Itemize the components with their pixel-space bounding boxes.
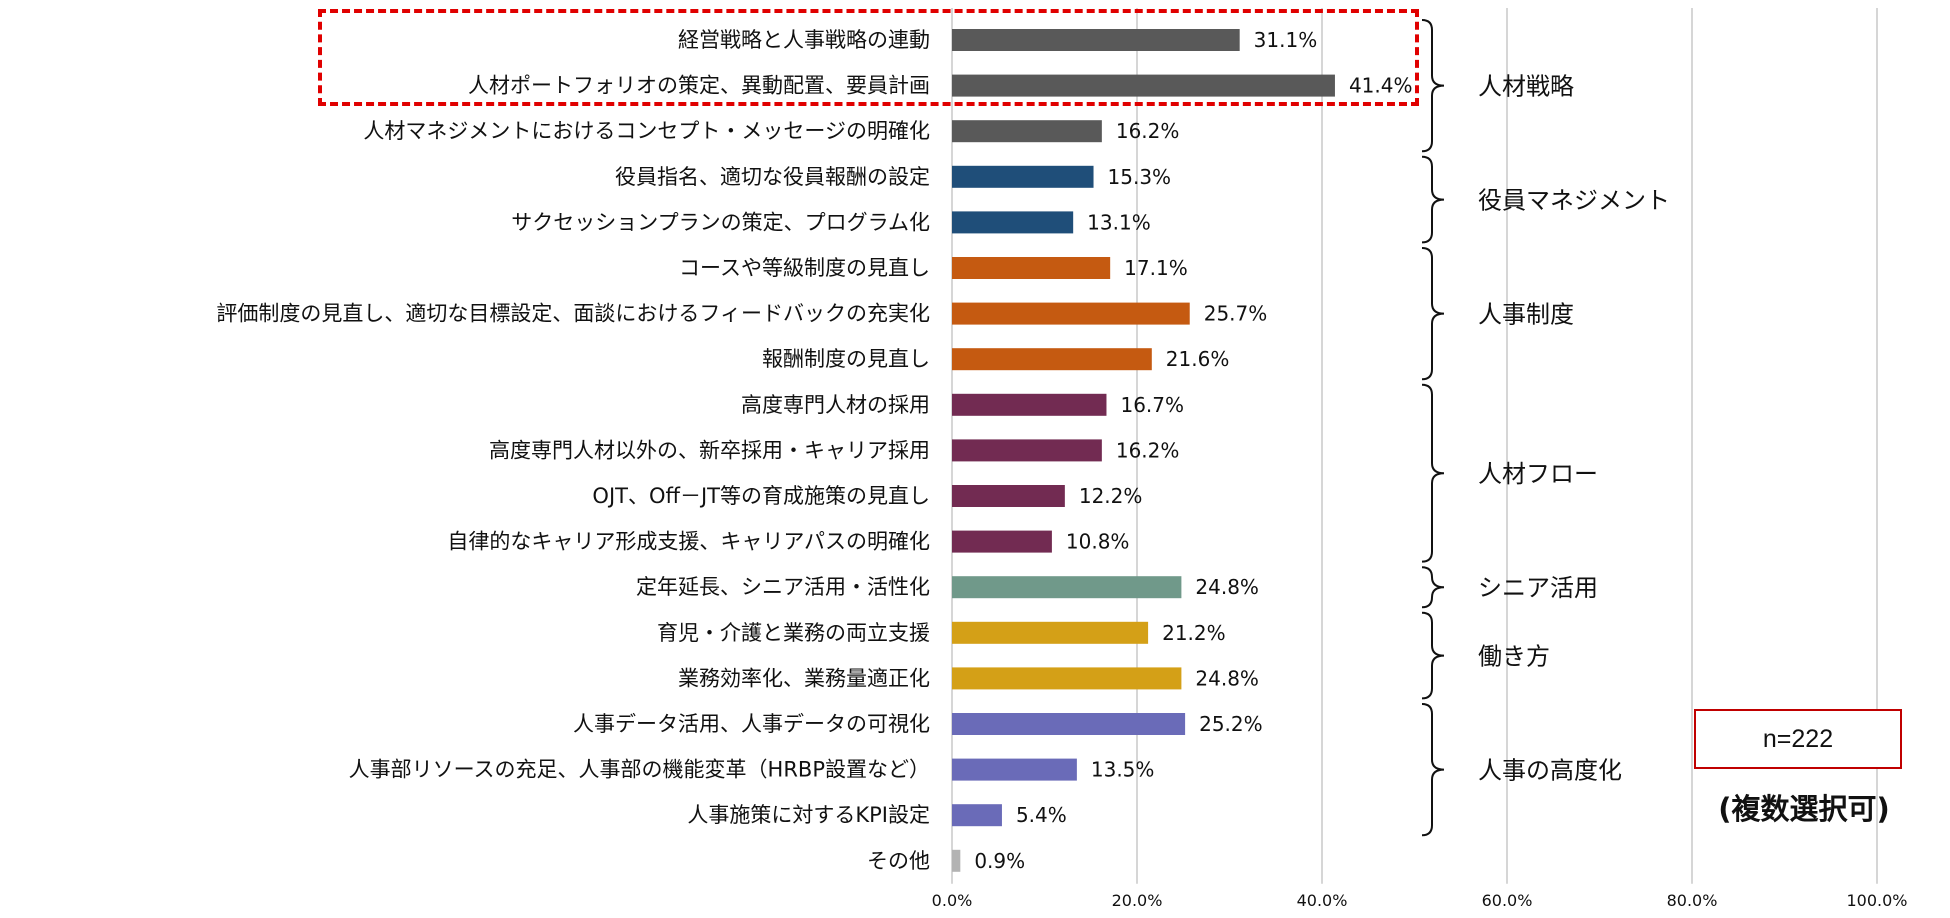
sample-size-box: n=222 [1694, 709, 1902, 769]
bar [952, 211, 1074, 234]
value-label: 21.2% [1162, 621, 1226, 645]
group-label: 役員マネジメント [1478, 187, 1670, 215]
bar [952, 485, 1065, 507]
group-label: 働き方 [1478, 643, 1550, 671]
category-label: 定年延長、シニア活用・活性化 [636, 575, 930, 599]
category-label: OJT、Off－JT等の育成施策の見直し [592, 484, 930, 508]
bar [952, 348, 1152, 371]
group-brace [1421, 19, 1445, 153]
value-label: 17.1% [1124, 256, 1188, 280]
value-label: 41.4% [1349, 74, 1413, 98]
category-label: 業務効率化、業務量適正化 [678, 666, 930, 690]
category-label: 人材マネジメントにおけるコンセプト・メッセージの明確化 [363, 119, 930, 143]
category-label: 評価制度の見直し、適切な目標設定、面談におけるフィードバックの充実化 [216, 302, 930, 326]
multiple-choice-note: (複数選択可) [1718, 792, 1890, 826]
value-label: 16.2% [1116, 438, 1180, 462]
value-label: 25.2% [1199, 712, 1263, 736]
bar [952, 804, 1002, 827]
category-label: 役員指名、適切な役員報酬の設定 [615, 165, 930, 189]
bar [952, 576, 1182, 599]
bar [952, 713, 1186, 735]
x-tick-label: 40.0% [1297, 891, 1348, 910]
group-brace [1421, 155, 1445, 244]
group-brace [1421, 611, 1445, 700]
bar [952, 439, 1102, 462]
value-label: 16.7% [1120, 393, 1184, 417]
x-tick-label: 100.0% [1846, 891, 1907, 910]
bar [952, 165, 1094, 188]
value-label: 31.1% [1254, 28, 1318, 52]
group-brace [1421, 247, 1445, 381]
x-tick-label: 60.0% [1482, 891, 1533, 910]
category-label: 育児・介護と業務の両立支援 [657, 621, 930, 645]
value-label: 24.8% [1195, 575, 1259, 599]
bar [952, 393, 1107, 416]
value-label: 0.9% [974, 849, 1025, 873]
bars [952, 29, 1335, 872]
category-label: その他 [867, 849, 930, 873]
value-labels: 31.1% 41.4% 16.2% 15.3% 13.1% 17.1% 25.7% 21.6%… [974, 28, 1412, 873]
category-labels: 経営戦略と人事戦略の連動人材ポートフォリオの策定、異動配置、要員計画人材マネジメ… [216, 28, 930, 873]
category-label: 人事施策に対するKPI設定 [687, 803, 930, 827]
value-label: 24.8% [1195, 666, 1259, 690]
gridlines [951, 8, 1878, 884]
category-label: 高度専門人材の採用 [741, 393, 930, 417]
category-label: 人材ポートフォリオの策定、異動配置、要員計画 [468, 74, 930, 98]
value-label: 13.5% [1091, 758, 1155, 782]
group-brace [1421, 566, 1445, 609]
bar [952, 29, 1240, 51]
category-label: 自律的なキャリア形成支援、キャリアパスの明確化 [447, 530, 930, 554]
group-label: 人材フロー [1478, 460, 1598, 488]
category-label: 報酬制度の見直し [762, 347, 930, 371]
bar [952, 74, 1335, 97]
group-label: 人事制度 [1478, 301, 1574, 329]
value-label: 16.2% [1116, 119, 1180, 143]
category-label: 人事データ活用、人事データの可視化 [573, 712, 930, 736]
bar [952, 302, 1190, 325]
category-label: 高度専門人材以外の、新卒採用・キャリア採用 [489, 438, 930, 462]
value-label: 25.7% [1204, 302, 1268, 326]
x-tick-label: 80.0% [1667, 891, 1718, 910]
highlight-dashed-box [318, 9, 1419, 106]
group-label: 人事の高度化 [1478, 757, 1622, 785]
group-label: シニア活用 [1478, 574, 1598, 602]
bar [952, 849, 961, 872]
bar [952, 758, 1077, 781]
bar [952, 120, 1102, 143]
value-label: 21.6% [1166, 347, 1230, 371]
x-axis-tick-labels: 0.0% 20.0% 40.0% 60.0% 80.0% 100.0% [932, 891, 1908, 910]
category-label: コースや等級制度の見直し [679, 256, 930, 280]
value-label: 13.1% [1087, 210, 1151, 234]
value-label: 5.4% [1016, 803, 1067, 827]
group-brace [1421, 383, 1445, 563]
bar [952, 530, 1052, 553]
category-label: 人事部リソースの充足、人事部の機能変革（HRBP設置など） [349, 758, 930, 782]
bar [952, 621, 1149, 644]
group-label: 人材戦略 [1478, 73, 1574, 101]
value-label: 15.3% [1108, 165, 1172, 189]
x-tick-label: 20.0% [1112, 891, 1163, 910]
bar [952, 257, 1111, 279]
category-label: 経営戦略と人事戦略の連動 [678, 28, 930, 52]
value-label: 10.8% [1066, 530, 1130, 554]
sample-size-label: n=222 [1762, 724, 1834, 753]
value-label: 12.2% [1079, 484, 1143, 508]
category-label: サクセッションプランの策定、プログラム化 [511, 210, 930, 234]
bar [952, 667, 1182, 690]
group-brace [1421, 703, 1445, 837]
x-tick-label: 0.0% [932, 891, 973, 910]
